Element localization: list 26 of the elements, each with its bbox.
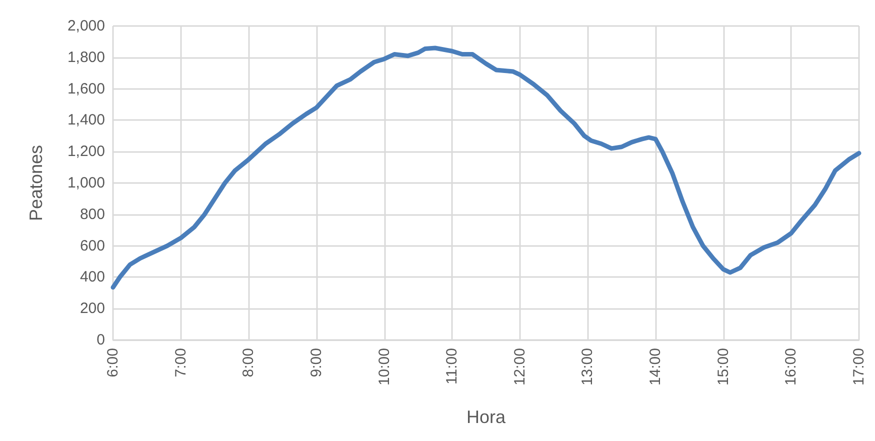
y-tick-label: 1,000 [67, 174, 105, 192]
x-tick-label: 10:00 [376, 348, 393, 386]
y-axis-title: Peatones [26, 144, 46, 222]
y-tick-label: 600 [80, 237, 105, 254]
x-tick-label: 15:00 [714, 348, 732, 386]
x-tick-label: 17:00 [850, 348, 868, 386]
x-tick-label: 9:00 [308, 348, 325, 378]
x-tick-label: 13:00 [579, 348, 596, 386]
y-tick-label: 1,600 [67, 80, 105, 98]
x-tick-label: 14:00 [647, 348, 664, 386]
x-tick-label: 12:00 [511, 348, 528, 386]
line-series [110, 46, 862, 290]
y-tick-label: 1,400 [67, 112, 105, 129]
x-tick-label: 7:00 [172, 348, 190, 378]
x-tick-label: 8:00 [240, 348, 258, 378]
x-tick-label: 6:00 [104, 348, 122, 378]
y-tick-label: 800 [80, 206, 105, 223]
x-tick-label: 16:00 [782, 348, 800, 386]
y-tick-label: 0 [96, 332, 105, 348]
y-tick-label: 1,800 [67, 48, 105, 66]
x-tick-label: 11:00 [444, 348, 461, 384]
y-tick-label: 1,200 [67, 143, 105, 160]
y-tick-label: 400 [80, 268, 105, 286]
x-axis-title: Hora [466, 407, 506, 427]
y-tick-label: 200 [80, 300, 105, 318]
y-tick-label: 2,000 [67, 18, 105, 34]
